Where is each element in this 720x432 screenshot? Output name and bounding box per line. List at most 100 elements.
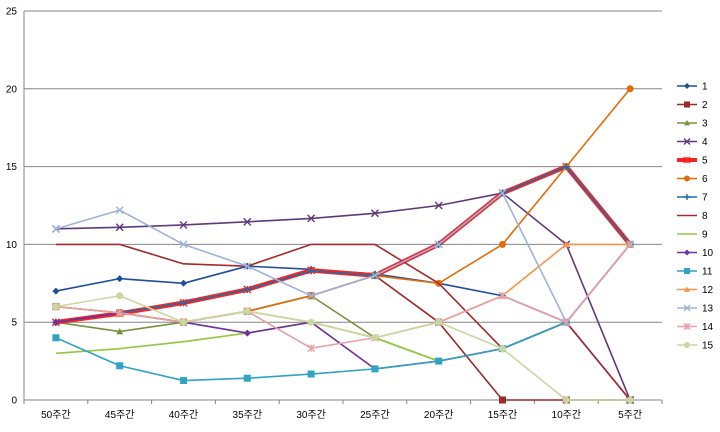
data-point [307, 318, 315, 326]
x-tick-label: 15주간 [488, 409, 518, 421]
series-13 [51, 189, 635, 327]
legend-item: 3 [677, 119, 708, 130]
data-point [684, 286, 690, 292]
data-point [434, 201, 443, 210]
data-point [115, 206, 124, 215]
data-point [243, 217, 252, 226]
data-point [499, 345, 506, 353]
data-point [116, 275, 124, 283]
x-tick-label: 50주간 [41, 409, 71, 421]
legend-label: 10 [702, 248, 714, 259]
x-tick-label: 30주간 [296, 409, 326, 421]
data-point [179, 240, 188, 249]
data-point [116, 292, 124, 300]
data-point [562, 240, 570, 248]
data-point [307, 214, 316, 223]
data-point [52, 318, 60, 326]
series-6 [52, 85, 634, 326]
data-point [684, 342, 690, 348]
data-point [498, 291, 507, 300]
y-axis-ticks: 0 5 10 15 20 25 [6, 7, 18, 407]
data-point [626, 85, 634, 93]
legend-item: 12 [677, 285, 714, 296]
y-tick-label: 5 [11, 318, 17, 329]
data-point [499, 396, 506, 404]
series-line [55, 192, 631, 401]
series-line [55, 243, 631, 339]
data-point [371, 334, 379, 342]
legend-item: 7 [677, 193, 708, 204]
data-point [115, 223, 124, 232]
data-point [243, 262, 252, 271]
data-point [626, 240, 635, 249]
data-point [243, 329, 251, 337]
x-tick-label: 40주간 [169, 409, 199, 421]
data-point [684, 175, 690, 182]
legend-item: 13 [677, 304, 714, 315]
data-point [116, 328, 124, 335]
data-point [499, 240, 506, 248]
data-point [180, 299, 187, 307]
legend-item: 1 [677, 82, 708, 93]
data-point [683, 323, 691, 330]
data-point [243, 307, 251, 315]
data-point [307, 344, 316, 353]
data-point [116, 362, 124, 370]
legend-label: 13 [702, 304, 714, 315]
legend-label: 3 [702, 119, 708, 130]
legend-item: 4 [677, 137, 708, 148]
legend-item: 9 [677, 230, 708, 241]
legend-item: 10 [677, 248, 714, 259]
data-point [180, 318, 187, 326]
data-point [683, 304, 691, 312]
data-point [179, 220, 188, 229]
series-line [55, 192, 631, 324]
legend-label: 12 [702, 285, 714, 296]
legend-label: 2 [702, 100, 708, 111]
x-tick-label: 5주간 [618, 409, 642, 421]
data-point [307, 291, 316, 300]
data-point [180, 377, 187, 385]
x-tick-label: 35주간 [233, 409, 263, 421]
series-1 [52, 262, 634, 404]
series-line [55, 243, 631, 349]
data-point [52, 303, 60, 311]
data-point [684, 194, 690, 200]
series-11 [52, 240, 634, 385]
data-point [371, 365, 379, 373]
data-point [52, 287, 60, 295]
series-line [55, 88, 631, 324]
legend-label: 14 [702, 322, 714, 333]
legend-item: 15 [677, 341, 714, 352]
x-tick-label: 25주간 [360, 409, 390, 421]
data-point [370, 209, 379, 218]
legend-label: 1 [702, 82, 708, 93]
y-tick-label: 10 [6, 240, 18, 251]
legend-item: 8 [677, 211, 708, 222]
data-point [684, 101, 690, 108]
data-point [180, 279, 187, 287]
legend-item: 2 [677, 100, 708, 111]
data-point [498, 189, 507, 198]
y-tick-label: 20 [6, 84, 18, 95]
data-point [115, 308, 124, 317]
data-point [52, 334, 60, 342]
legend-label: 11 [702, 267, 713, 278]
legend-label: 9 [702, 230, 708, 241]
data-point [243, 286, 251, 294]
x-tick-label: 45주간 [105, 409, 135, 421]
legend-item: 6 [677, 174, 708, 185]
data-point [684, 83, 690, 89]
data-point [684, 268, 690, 274]
data-point [307, 370, 315, 378]
data-point [243, 374, 251, 382]
series-12 [52, 240, 634, 341]
data-point [51, 224, 60, 233]
legend-label: 15 [702, 341, 714, 352]
data-point [562, 396, 570, 404]
data-point [307, 267, 315, 275]
x-tick-label: 10주간 [552, 409, 582, 421]
legend-label: 6 [702, 174, 708, 185]
